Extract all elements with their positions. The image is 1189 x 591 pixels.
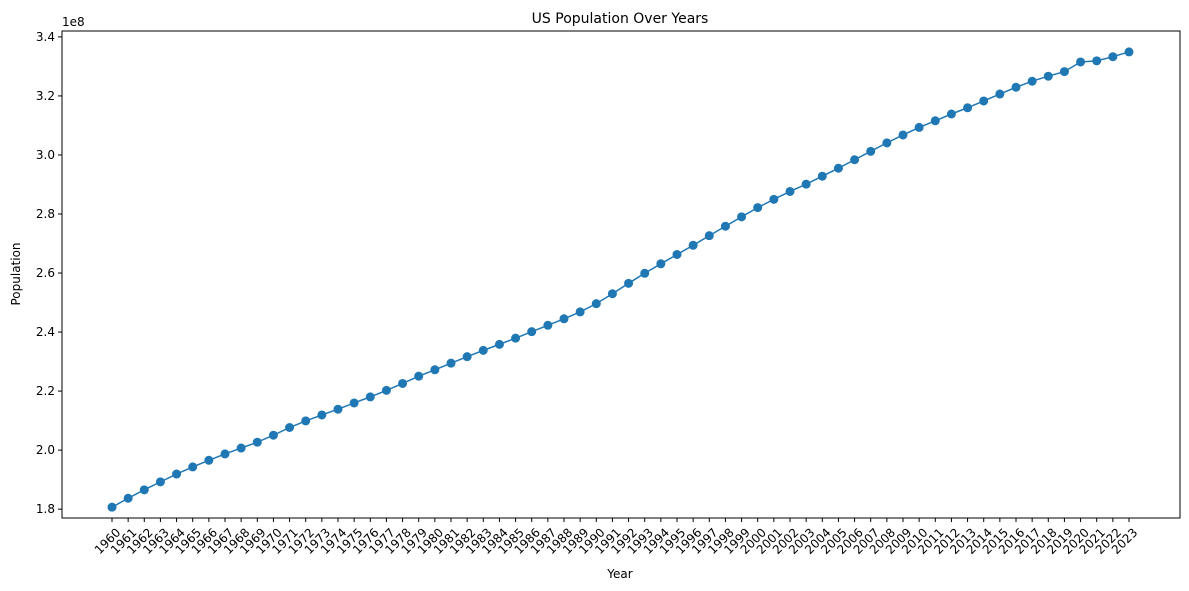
data-point bbox=[753, 203, 763, 213]
data-point bbox=[1092, 56, 1102, 66]
data-point bbox=[672, 249, 682, 259]
data-point bbox=[107, 502, 117, 512]
data-point bbox=[866, 146, 876, 156]
data-point bbox=[172, 469, 182, 479]
data-point bbox=[204, 455, 214, 465]
x-axis-label: Year bbox=[606, 567, 632, 581]
y-axis-label: Population bbox=[9, 242, 23, 305]
data-point bbox=[607, 289, 617, 299]
data-point bbox=[704, 231, 714, 241]
data-point bbox=[930, 116, 940, 126]
data-point bbox=[155, 477, 165, 487]
data-point bbox=[414, 371, 424, 381]
y-tick-label: 1.8 bbox=[36, 502, 55, 516]
data-point bbox=[1076, 57, 1086, 67]
data-point bbox=[236, 443, 246, 453]
data-point bbox=[769, 194, 779, 204]
data-point bbox=[720, 221, 730, 231]
plot-frame bbox=[61, 30, 1181, 519]
y-tick-label: 2.4 bbox=[36, 325, 55, 339]
data-point bbox=[785, 186, 795, 196]
data-point bbox=[882, 138, 892, 148]
y-tick-label: 3.4 bbox=[36, 30, 55, 44]
data-point bbox=[430, 365, 440, 375]
data-point bbox=[527, 327, 537, 337]
data-point bbox=[478, 345, 488, 355]
data-point bbox=[511, 333, 521, 343]
data-point bbox=[640, 268, 650, 278]
data-point bbox=[317, 410, 327, 420]
data-point bbox=[1059, 67, 1069, 77]
data-point bbox=[252, 437, 262, 447]
data-point bbox=[979, 96, 989, 106]
data-point bbox=[914, 122, 924, 132]
y-axis-ticks: 1.8 2.0 2.2 2.4 2.6 2.8 3.0 3.2 3.4 bbox=[36, 30, 62, 516]
data-point bbox=[398, 378, 408, 388]
data-point bbox=[381, 385, 391, 395]
data-point bbox=[1027, 76, 1037, 86]
data-point bbox=[817, 171, 827, 181]
data-point bbox=[688, 240, 698, 250]
series-line bbox=[111, 51, 1130, 508]
data-point bbox=[898, 130, 908, 140]
data-point bbox=[365, 392, 375, 402]
data-point bbox=[333, 404, 343, 414]
data-point bbox=[737, 212, 747, 222]
data-point bbox=[1011, 82, 1021, 92]
data-point bbox=[543, 320, 553, 330]
data-point bbox=[268, 430, 278, 440]
y-tick-label: 2.2 bbox=[36, 384, 55, 398]
data-point bbox=[833, 163, 843, 173]
data-point bbox=[139, 485, 149, 495]
y-tick-label: 2.8 bbox=[36, 207, 55, 221]
data-point bbox=[963, 103, 973, 113]
data-point bbox=[591, 299, 601, 309]
data-point bbox=[995, 89, 1005, 99]
x-axis-ticks: 1960196119621963196419651966196719681969… bbox=[92, 518, 1140, 557]
y-tick-label: 3.2 bbox=[36, 89, 55, 103]
data-point bbox=[1043, 71, 1053, 81]
data-point bbox=[801, 179, 811, 189]
data-point bbox=[494, 339, 504, 349]
chart-title: US Population Over Years bbox=[532, 11, 709, 27]
data-point bbox=[624, 278, 634, 288]
data-point bbox=[850, 155, 860, 165]
data-point bbox=[220, 449, 230, 459]
data-point bbox=[559, 314, 569, 324]
data-point bbox=[285, 423, 295, 433]
data-point bbox=[1124, 47, 1134, 57]
y-offset-label: 1e8 bbox=[62, 15, 85, 29]
y-tick-label: 3.0 bbox=[36, 148, 55, 162]
data-point bbox=[656, 259, 666, 269]
data-point bbox=[349, 398, 359, 408]
data-point bbox=[446, 358, 456, 368]
data-point bbox=[301, 416, 311, 426]
data-point bbox=[123, 493, 133, 503]
y-tick-label: 2.0 bbox=[36, 443, 55, 457]
y-tick-label: 2.6 bbox=[36, 266, 55, 280]
data-point bbox=[1108, 52, 1118, 62]
data-point bbox=[946, 109, 956, 119]
data-point bbox=[575, 307, 585, 317]
data-point bbox=[188, 462, 198, 472]
data-point bbox=[462, 352, 472, 362]
series-group bbox=[107, 47, 1134, 512]
